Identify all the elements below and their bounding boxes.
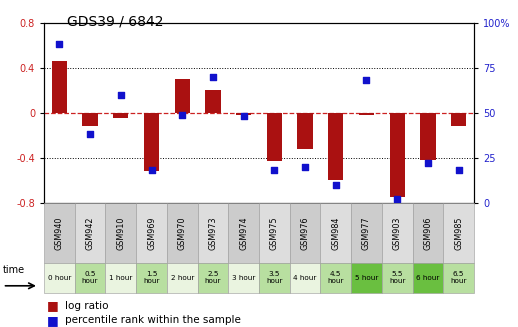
Bar (82, 113, 98, 126)
Bar (236, 113, 251, 115)
Bar (297, 113, 313, 149)
Text: 4 hour: 4 hour (293, 275, 316, 281)
Text: time: time (3, 265, 25, 275)
Text: GSM976: GSM976 (300, 216, 310, 250)
Text: 5.5
hour: 5.5 hour (389, 271, 406, 284)
Point (424, 161, 432, 166)
Text: 0.5
hour: 0.5 hour (82, 271, 98, 284)
Point (117, 92, 125, 97)
Text: GSM970: GSM970 (178, 216, 186, 250)
Point (147, 168, 155, 173)
Bar (144, 113, 159, 171)
Bar (175, 79, 190, 113)
Text: GSM973: GSM973 (208, 216, 218, 250)
Bar (390, 113, 405, 197)
Text: GSM910: GSM910 (117, 216, 125, 250)
Bar (205, 90, 221, 113)
Text: percentile rank within the sample: percentile rank within the sample (65, 316, 241, 325)
Text: 3 hour: 3 hour (232, 275, 255, 281)
Point (270, 168, 279, 173)
Point (454, 168, 463, 173)
Text: GSM975: GSM975 (270, 216, 279, 250)
Bar (52, 61, 67, 113)
Point (209, 74, 217, 79)
Text: GSM974: GSM974 (239, 216, 248, 250)
Text: GSM903: GSM903 (393, 216, 401, 250)
Text: 4.5
hour: 4.5 hour (327, 271, 344, 284)
Point (178, 112, 186, 117)
Point (332, 182, 340, 187)
Text: GDS39 / 6842: GDS39 / 6842 (67, 15, 164, 29)
Text: GSM906: GSM906 (423, 216, 433, 250)
Bar (451, 113, 466, 126)
Point (301, 164, 309, 169)
Text: ■: ■ (47, 314, 59, 327)
Bar (420, 113, 436, 160)
Point (86, 132, 94, 137)
Text: log ratio: log ratio (65, 301, 108, 311)
Point (239, 114, 248, 119)
Text: GSM985: GSM985 (454, 216, 463, 250)
Bar (267, 113, 282, 161)
Text: GSM942: GSM942 (85, 216, 95, 250)
Text: 1.5
hour: 1.5 hour (143, 271, 160, 284)
Bar (328, 113, 343, 180)
Text: GSM969: GSM969 (147, 216, 156, 250)
Text: 3.5
hour: 3.5 hour (266, 271, 283, 284)
Point (363, 78, 371, 83)
Text: 6 hour: 6 hour (416, 275, 440, 281)
Text: 2 hour: 2 hour (170, 275, 194, 281)
Bar (113, 113, 128, 118)
Text: 5 hour: 5 hour (355, 275, 378, 281)
Text: 2.5
hour: 2.5 hour (205, 271, 221, 284)
Text: ■: ■ (47, 299, 59, 312)
Text: GSM940: GSM940 (55, 216, 64, 250)
Text: 0 hour: 0 hour (48, 275, 71, 281)
Text: GSM977: GSM977 (362, 216, 371, 250)
Point (393, 197, 401, 202)
Point (55, 42, 64, 47)
Text: 6.5
hour: 6.5 hour (450, 271, 467, 284)
Text: GSM984: GSM984 (332, 216, 340, 250)
Text: 1 hour: 1 hour (109, 275, 133, 281)
Bar (359, 113, 374, 115)
